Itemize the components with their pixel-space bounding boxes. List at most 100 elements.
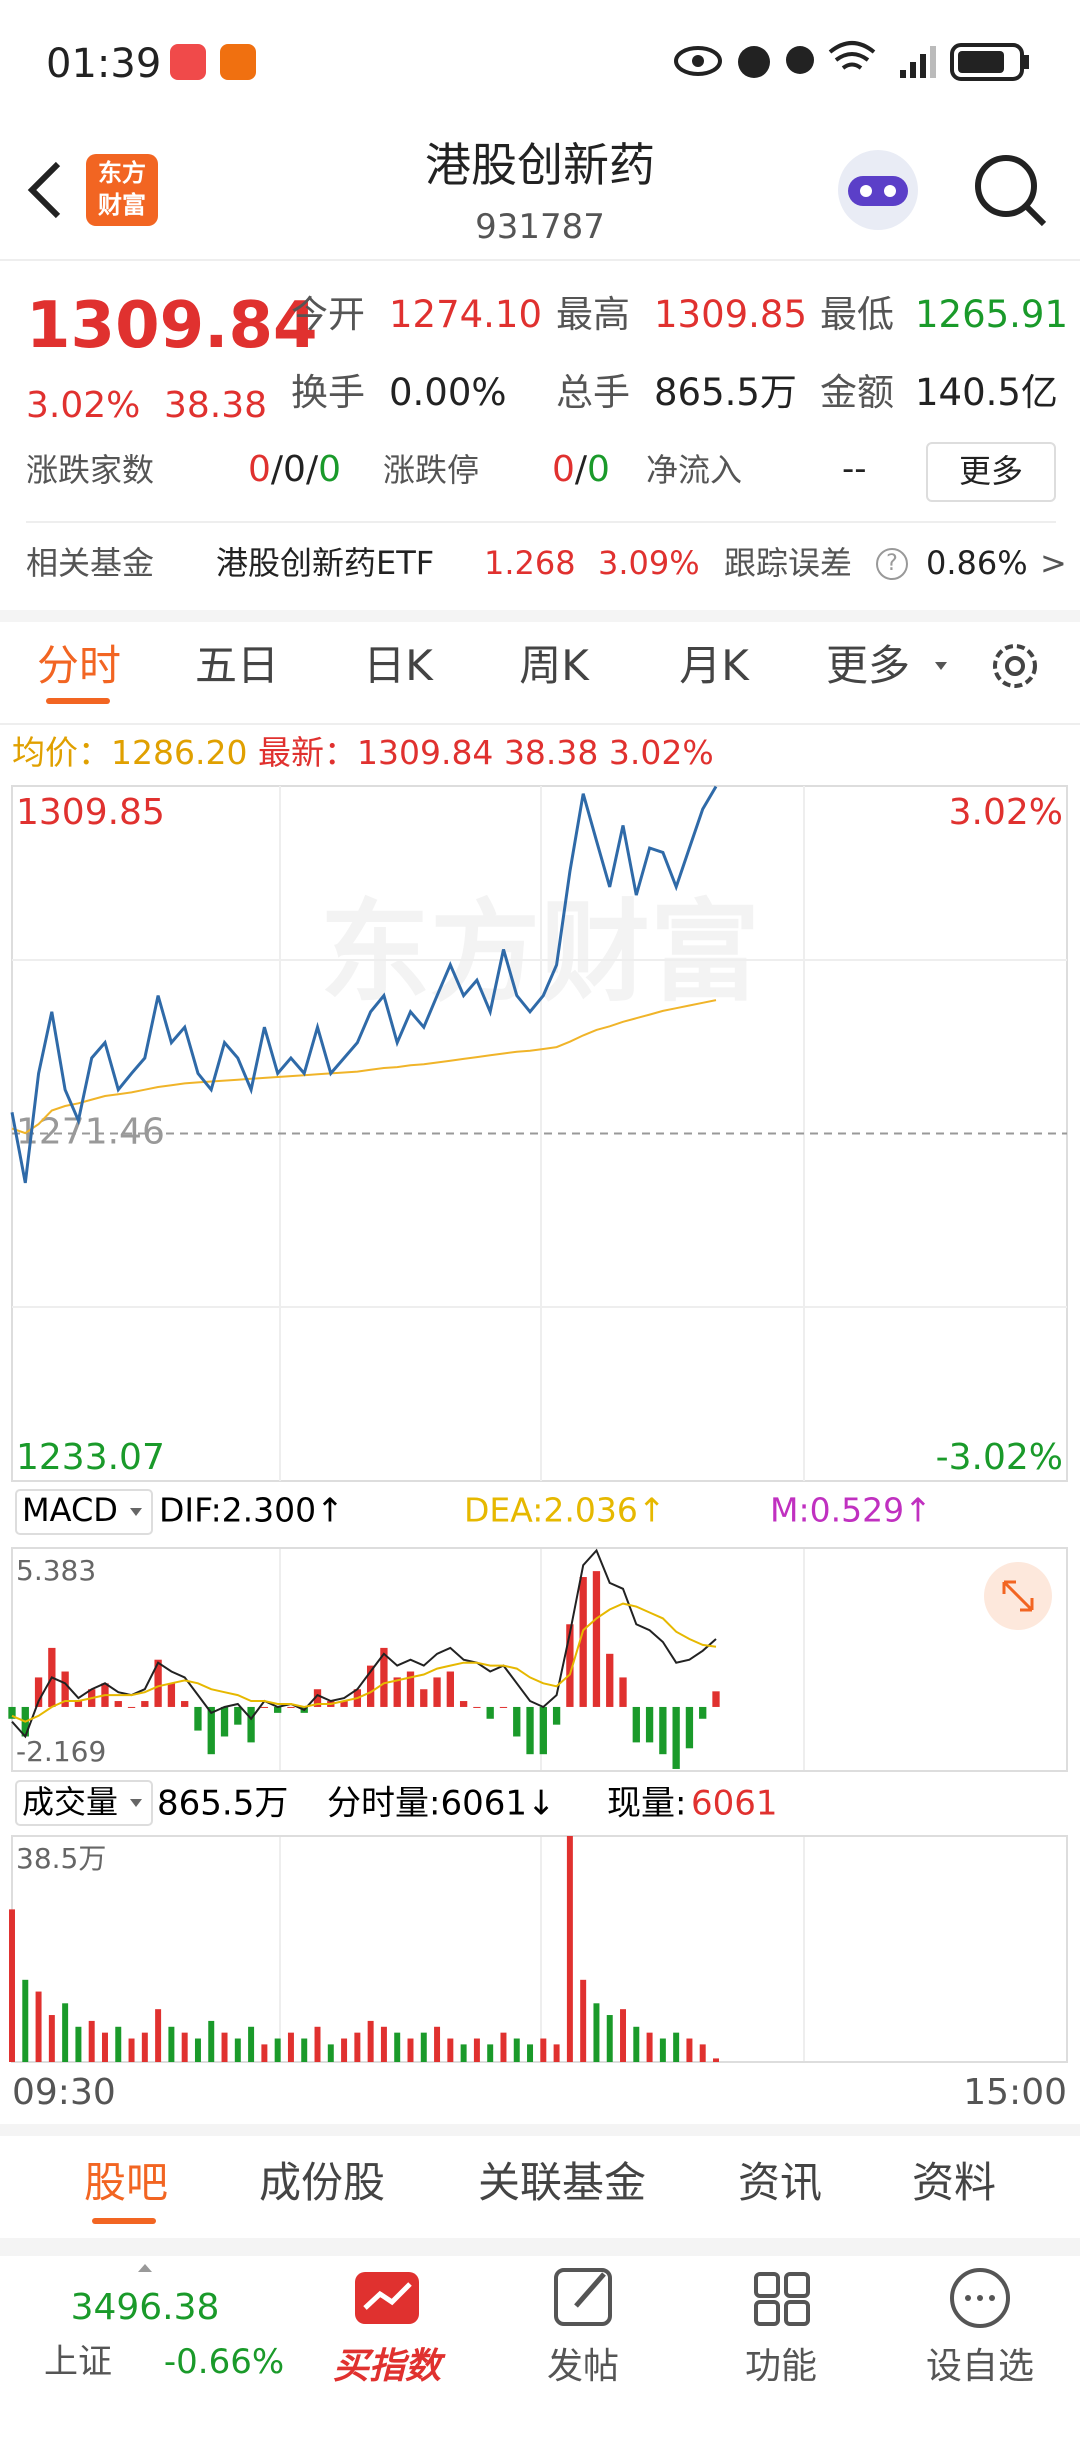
- macd-bar: [420, 1689, 428, 1707]
- now-label: 现量:: [607, 1784, 686, 1824]
- sub-tab[interactable]: 资讯: [737, 2158, 823, 2207]
- macd-bar: [712, 1691, 720, 1707]
- volume-bar: [500, 2032, 507, 2062]
- macd-bar: [685, 1706, 694, 1749]
- volume-bar: [248, 2026, 255, 2062]
- nav-item[interactable]: 买指数: [332, 2346, 442, 2387]
- volume-bar: [9, 1909, 15, 2062]
- macd-bar: [606, 1653, 614, 1707]
- sub-tab[interactable]: 资料: [911, 2158, 997, 2207]
- x-tick-label: 15:00: [963, 2072, 1067, 2113]
- macd-selector[interactable]: [15, 1489, 153, 1535]
- macd-bar: [446, 1671, 454, 1707]
- nav-item[interactable]: 功能: [744, 2346, 818, 2387]
- volume-bar: [620, 2009, 627, 2062]
- macd-bar: [619, 1677, 627, 1707]
- settings[interactable]: [1005, 656, 1025, 676]
- macd-bar: [499, 1706, 508, 1708]
- volume-bar: [208, 2020, 215, 2062]
- logo-text: 东方: [98, 159, 146, 187]
- volume-bar: [527, 2044, 534, 2062]
- tab[interactable]: 五日: [194, 641, 280, 690]
- volume-bar: [513, 2038, 520, 2062]
- code: 931787: [475, 207, 605, 247]
- macd-bar: [513, 1706, 521, 1737]
- macd-bar: [61, 1671, 69, 1707]
- sub-tab[interactable]: 关联基金: [477, 2158, 647, 2207]
- volume-bar: [553, 2044, 560, 2062]
- macd-bar: [406, 1671, 415, 1707]
- flat: 0: [283, 449, 306, 490]
- help-icon[interactable]: ?: [876, 548, 908, 580]
- x-tick-label: 09:30: [12, 2072, 116, 2113]
- sub-tab[interactable]: 股吧: [83, 2158, 169, 2207]
- volume-bar: [287, 2032, 294, 2062]
- volume-bar: [566, 1836, 573, 2062]
- stat-label: 总手: [556, 371, 630, 414]
- stat-label: 最高: [556, 293, 630, 336]
- sub-tab[interactable]: 成份股: [258, 2158, 386, 2207]
- macd-bar: [473, 1706, 481, 1708]
- volume-bar: [659, 2038, 666, 2062]
- line: [11, 999, 717, 1135]
- fund-label: 相关基金: [26, 544, 155, 582]
- tab[interactable]: 分时: [36, 641, 122, 690]
- volume-bar: [62, 2003, 69, 2062]
- volume-bar: [580, 1979, 587, 2062]
- tab[interactable]: 更多: [825, 641, 911, 690]
- volume-bar: [101, 2032, 108, 2062]
- breadth: 0/0/0: [248, 452, 341, 488]
- index-value: 3496.38: [70, 2287, 220, 2328]
- avg: 1286.20: [111, 733, 248, 772]
- tracking: 0.86%: [926, 544, 1028, 582]
- limit-label: 涨跌停: [383, 451, 480, 489]
- volume-bar: [473, 2038, 480, 2062]
- macd-bar: [127, 1706, 136, 1708]
- macd-bar: [340, 1701, 348, 1707]
- stat-value: 1309.85: [654, 293, 808, 336]
- stat-value: 1265.91: [915, 293, 1069, 336]
- macd-bar: [380, 1647, 388, 1707]
- macd-bar: [526, 1706, 534, 1755]
- nav-item[interactable]: 设自选: [925, 2346, 1035, 2387]
- volume-bar: [633, 2026, 640, 2062]
- tab[interactable]: 周K: [519, 641, 589, 690]
- macd-bar: [220, 1706, 229, 1737]
- macd-bar: [459, 1701, 468, 1707]
- fall: 0: [318, 449, 341, 490]
- macd-bar: [141, 1701, 149, 1707]
- volume-bar: [593, 2003, 600, 2062]
- volume-selector[interactable]: [15, 1780, 153, 1826]
- macd-bar: [74, 1701, 83, 1707]
- arrow: >: [1040, 544, 1067, 582]
- macd-bar: [207, 1706, 215, 1755]
- volume-bar: [234, 2038, 241, 2062]
- search-button[interactable]: [975, 155, 1037, 217]
- charts: 东方财富 MACD DIF:2.300↑ DEA:2.036↑ M:0.529↑…: [8, 785, 1068, 2113]
- stat-value: 140.5亿: [915, 371, 1058, 414]
- tab[interactable]: 月K: [679, 641, 749, 690]
- index-name: 上证: [44, 2342, 112, 2382]
- tab[interactable]: 日K: [363, 641, 433, 690]
- volume-bar: [141, 2032, 148, 2062]
- rise: 0: [248, 449, 271, 490]
- macd-bar: [181, 1701, 189, 1707]
- stat-label: 换手: [291, 371, 365, 414]
- volume-bar: [48, 2015, 55, 2062]
- last-change: 38.38: [503, 733, 599, 772]
- volume-bar: [699, 2044, 706, 2062]
- volume-bar: [434, 2026, 441, 2062]
- nav-item[interactable]: 发帖: [546, 2346, 620, 2387]
- net-inflow: --: [842, 449, 867, 489]
- fund-name[interactable]: 港股创新药ETF: [216, 544, 435, 582]
- limit-down: 0: [587, 449, 610, 490]
- volume-bar: [407, 2038, 414, 2062]
- volume-bar: [261, 2044, 268, 2062]
- back-button[interactable]: [27, 161, 61, 219]
- line: [10, 785, 718, 1184]
- volume-bar: [673, 2032, 680, 2062]
- dif-label: DIF:2.300↑: [159, 1491, 344, 1530]
- more-button[interactable]: 更多: [926, 442, 1056, 502]
- volume-bar: [460, 2044, 467, 2062]
